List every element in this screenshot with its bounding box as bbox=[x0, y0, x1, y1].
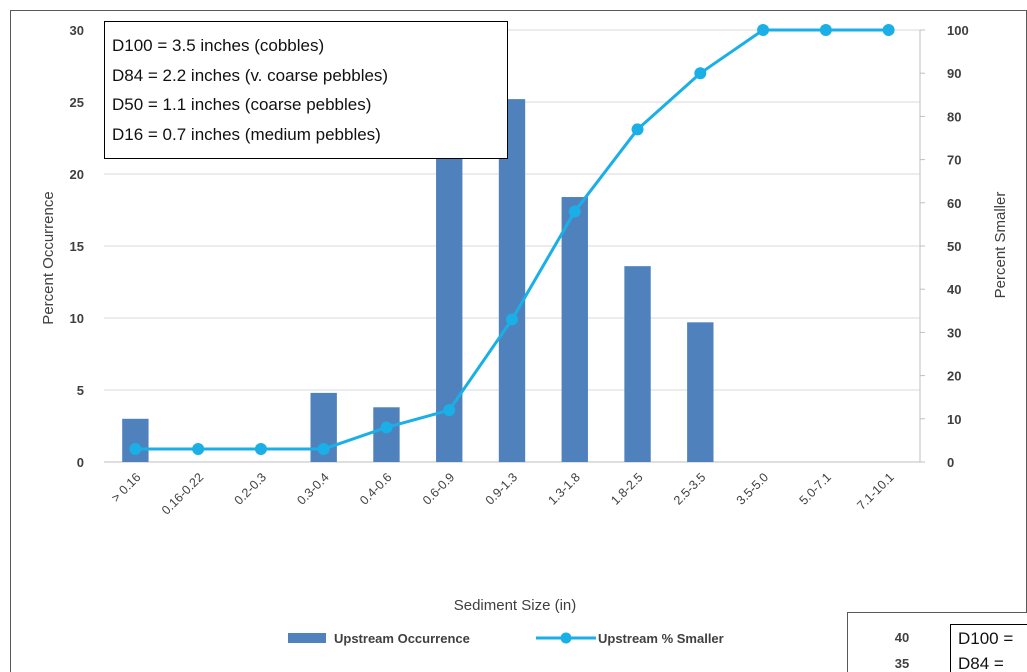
y2-tick-label: 90 bbox=[947, 66, 961, 81]
y2-tick-label: 100 bbox=[947, 23, 969, 38]
right-axis-ticks: 0 10 20 30 40 50 60 70 80 90 100 bbox=[919, 23, 969, 470]
annotation-d84: D84 = 2.2 inches (v. coarse pebbles) bbox=[112, 66, 388, 85]
y2-tick-label: 70 bbox=[947, 153, 961, 168]
annotation-box: D100 = 3.5 inches (cobbles) D84 = 2.2 in… bbox=[104, 21, 508, 159]
line-point bbox=[631, 123, 644, 136]
bar bbox=[561, 197, 588, 463]
y2-tick-label: 40 bbox=[947, 282, 961, 297]
legend-line-marker bbox=[560, 632, 572, 644]
second-chart-tick-35: 35 bbox=[895, 656, 909, 671]
y2-tick-label: 0 bbox=[947, 455, 954, 470]
line-series bbox=[129, 24, 895, 456]
legend-bar-label: Upstream Occurrence bbox=[334, 631, 470, 646]
line-point bbox=[129, 443, 142, 456]
y2-tick-label: 10 bbox=[947, 412, 961, 427]
y-tick-label: 25 bbox=[70, 95, 84, 110]
second-chart-annotation-d100: D100 = bbox=[958, 629, 1013, 648]
line-point bbox=[443, 404, 456, 417]
line-point bbox=[506, 313, 518, 326]
second-chart-annotation-d84: D84 = bbox=[958, 654, 1004, 672]
x-axis-title: Sediment Size (in) bbox=[454, 597, 577, 614]
bar bbox=[624, 266, 651, 462]
second-chart-fragment: 40 35 D100 = D84 = bbox=[847, 612, 1027, 672]
y-tick-label: 30 bbox=[70, 23, 84, 38]
line-point bbox=[882, 24, 895, 36]
line-point bbox=[317, 443, 330, 456]
line-point bbox=[380, 421, 393, 434]
bar bbox=[498, 99, 526, 463]
line-point bbox=[757, 24, 770, 36]
y2-tick-label: 20 bbox=[947, 369, 961, 384]
line-point bbox=[819, 24, 832, 36]
annotation-d50: D50 = 1.1 inches (coarse pebbles) bbox=[112, 95, 371, 114]
y2-tick-label: 30 bbox=[947, 325, 961, 340]
left-axis-ticks: 0 5 10 15 20 25 30 bbox=[70, 23, 84, 470]
second-chart-annotation-frame bbox=[950, 624, 1027, 672]
bar bbox=[687, 322, 714, 462]
y-tick-label: 0 bbox=[77, 455, 84, 470]
annotation-frame bbox=[104, 21, 508, 159]
y-tick-label: 5 bbox=[77, 383, 84, 398]
y2-axis-title: Percent Smaller bbox=[992, 192, 1009, 299]
y-axis-title: Percent Occurrence bbox=[40, 191, 57, 324]
y2-tick-label: 60 bbox=[947, 196, 961, 211]
line-point bbox=[694, 67, 707, 80]
legend-line-label: Upstream % Smaller bbox=[598, 631, 724, 646]
legend-bar-swatch bbox=[288, 633, 326, 643]
y-tick-label: 15 bbox=[70, 239, 84, 254]
line-point bbox=[254, 443, 267, 456]
y2-tick-label: 50 bbox=[947, 239, 961, 254]
y-tick-label: 10 bbox=[70, 311, 84, 326]
line-point bbox=[192, 443, 205, 456]
y2-tick-label: 80 bbox=[947, 109, 961, 124]
legend: Upstream Occurrence Upstream % Smaller bbox=[288, 631, 724, 646]
line-point bbox=[568, 205, 581, 218]
annotation-d16: D16 = 0.7 inches (medium pebbles) bbox=[112, 125, 381, 144]
bar bbox=[122, 418, 149, 462]
second-chart-tick-40: 40 bbox=[895, 630, 909, 645]
annotation-d100: D100 = 3.5 inches (cobbles) bbox=[112, 36, 324, 55]
y-tick-label: 20 bbox=[70, 167, 84, 182]
bar bbox=[373, 407, 400, 462]
